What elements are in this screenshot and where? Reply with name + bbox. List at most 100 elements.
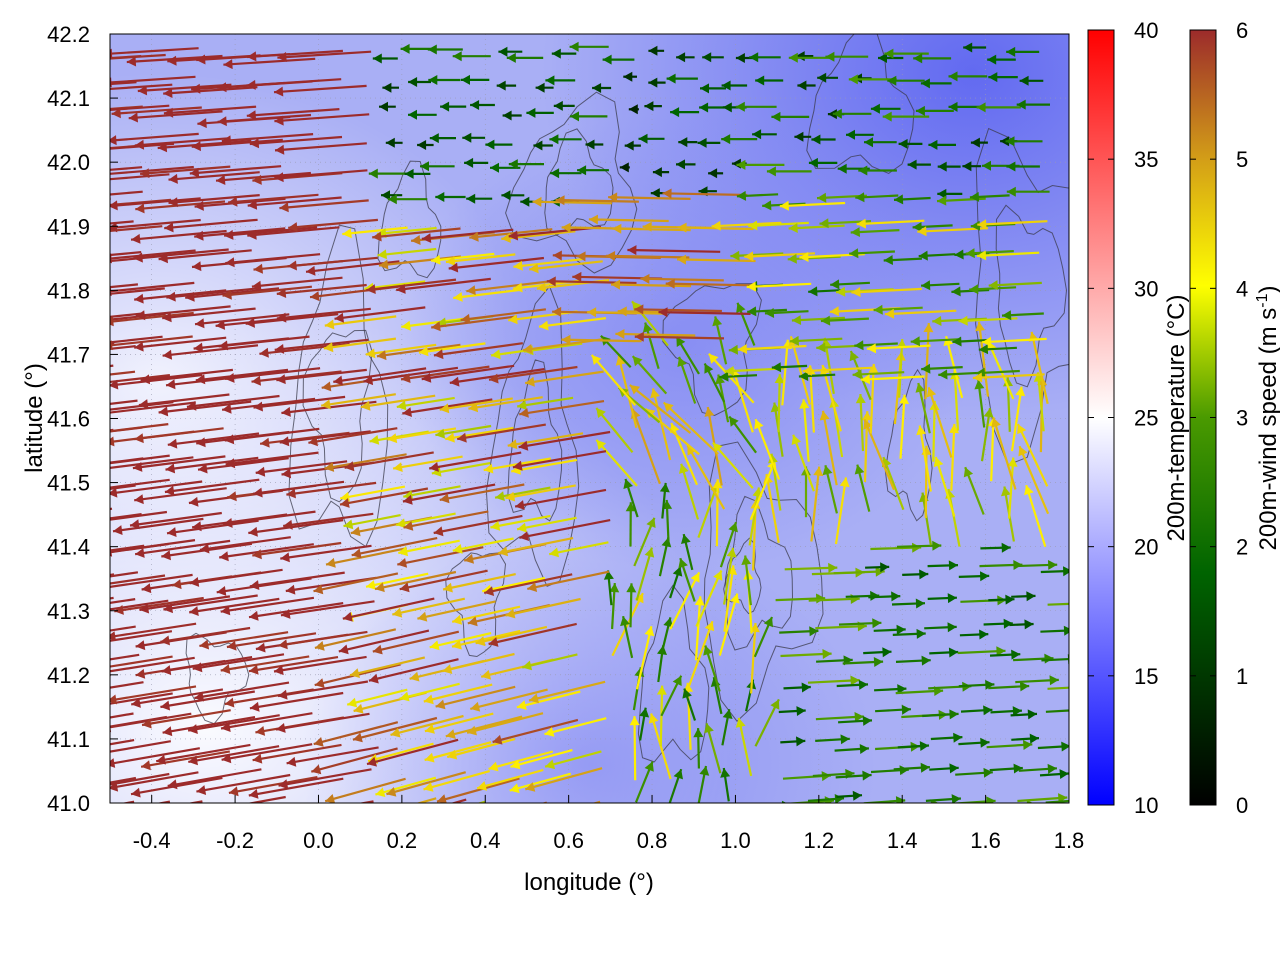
wind-vector-shaft bbox=[399, 682, 460, 700]
wind-vector-shaft bbox=[453, 288, 521, 300]
wind-vector-head bbox=[131, 233, 141, 244]
wind-vector-head bbox=[670, 107, 680, 118]
wind-vector bbox=[884, 48, 929, 59]
wind-vector bbox=[435, 685, 516, 710]
wind-vector-head bbox=[409, 671, 420, 682]
wind-vector bbox=[110, 772, 170, 786]
wind-vector bbox=[162, 344, 259, 360]
wind-vector-head bbox=[113, 811, 123, 821]
wind-vector-head bbox=[1019, 681, 1030, 692]
wind-vector-shaft bbox=[253, 395, 346, 409]
wind-vector-shaft bbox=[882, 456, 905, 510]
wind-vector-head bbox=[752, 129, 762, 140]
wind-vector-head bbox=[1012, 706, 1022, 717]
wind-vector bbox=[110, 283, 139, 289]
wind-vector bbox=[927, 593, 957, 604]
wind-vector bbox=[525, 767, 603, 792]
wind-vector bbox=[852, 369, 905, 380]
wind-vector-shaft bbox=[403, 485, 461, 498]
wind-vector-head bbox=[162, 312, 172, 323]
wind-vector-head bbox=[192, 662, 203, 673]
wind-vector bbox=[921, 280, 960, 291]
wind-vector-shaft bbox=[365, 572, 429, 588]
wind-vector-shaft bbox=[375, 776, 437, 796]
wind-vector-head bbox=[156, 754, 166, 765]
wind-vector-head bbox=[522, 660, 533, 671]
wind-vector-shaft bbox=[401, 317, 464, 328]
wind-vector-head bbox=[517, 522, 527, 533]
wind-vector-shaft bbox=[133, 248, 229, 260]
wind-vector-head bbox=[891, 591, 901, 602]
wind-vector bbox=[110, 423, 169, 433]
wind-vector-head bbox=[515, 500, 525, 510]
wind-vector-head bbox=[98, 582, 108, 592]
wind-vector-shaft bbox=[286, 481, 377, 496]
wind-vector bbox=[333, 807, 404, 830]
wind-vector bbox=[110, 574, 166, 585]
wind-vector-head bbox=[338, 644, 349, 655]
wind-vector-head bbox=[141, 760, 151, 771]
wind-vector-head bbox=[766, 166, 776, 177]
wind-vector-head bbox=[163, 88, 173, 98]
wind-vector bbox=[168, 171, 260, 184]
wind-vector-head bbox=[798, 371, 809, 381]
wind-vector-shaft bbox=[15, 693, 105, 708]
wind-vector bbox=[110, 653, 140, 661]
wind-vector bbox=[676, 254, 756, 265]
wind-vector-head bbox=[496, 80, 506, 91]
wind-vector bbox=[160, 626, 251, 646]
wind-vector-shaft bbox=[251, 276, 343, 288]
wind-vector-head bbox=[862, 411, 872, 421]
wind-vector-head bbox=[216, 586, 227, 596]
wind-vector-shaft bbox=[110, 249, 196, 260]
wind-vector-shaft bbox=[433, 514, 523, 535]
wind-vector bbox=[815, 734, 850, 745]
wind-vector-head bbox=[864, 137, 873, 148]
wind-vector bbox=[626, 583, 637, 628]
wind-vector bbox=[392, 597, 466, 618]
wind-vector-head bbox=[340, 498, 350, 508]
wind-vector-head bbox=[965, 248, 975, 259]
wind-vector-head bbox=[923, 323, 934, 333]
wind-vector-head bbox=[606, 251, 616, 261]
wind-vector bbox=[247, 49, 343, 62]
wind-vector bbox=[365, 572, 429, 590]
wind-vector-head bbox=[546, 276, 556, 287]
wind-vector-head bbox=[644, 626, 655, 637]
wind-vector-shaft bbox=[451, 605, 521, 623]
wind-vector-head bbox=[899, 765, 909, 776]
wind-vector bbox=[158, 400, 252, 417]
wind-vector-shaft bbox=[333, 367, 427, 383]
wind-vector-head bbox=[350, 668, 360, 678]
wind-vector-head bbox=[779, 200, 789, 211]
wind-vector bbox=[975, 321, 990, 397]
wind-vector-head bbox=[507, 439, 518, 450]
wind-vector-head bbox=[489, 373, 499, 384]
wind-vector bbox=[794, 131, 812, 142]
wind-vector-head bbox=[245, 317, 255, 328]
wind-vector bbox=[825, 51, 869, 62]
wind-vector bbox=[878, 53, 904, 63]
wind-vector-shaft bbox=[224, 427, 320, 442]
wind-vector-shaft bbox=[110, 625, 136, 632]
wind-vector bbox=[369, 430, 429, 445]
wind-vector bbox=[110, 197, 201, 211]
y-tick-label: 42.1 bbox=[47, 86, 90, 111]
wind-vector-head bbox=[50, 317, 59, 327]
wind-vector-head bbox=[854, 712, 864, 722]
wind-vector-head bbox=[110, 200, 118, 211]
wind-vector-shaft bbox=[114, 596, 204, 613]
wind-vector bbox=[666, 73, 698, 84]
wind-vector-shaft bbox=[132, 455, 226, 470]
wind-vector-head bbox=[15, 311, 25, 321]
wind-vector-shaft bbox=[276, 283, 367, 295]
wind-vector-shaft bbox=[194, 227, 286, 238]
wind-vector-head bbox=[1059, 769, 1069, 779]
wind-vector bbox=[110, 142, 175, 150]
wind-vector bbox=[842, 657, 884, 667]
colorbar-tick-label: 15 bbox=[1134, 664, 1158, 689]
wind-vector-head bbox=[14, 546, 24, 556]
wind-vector-head bbox=[642, 322, 653, 333]
wind-vector-shaft bbox=[156, 743, 251, 763]
